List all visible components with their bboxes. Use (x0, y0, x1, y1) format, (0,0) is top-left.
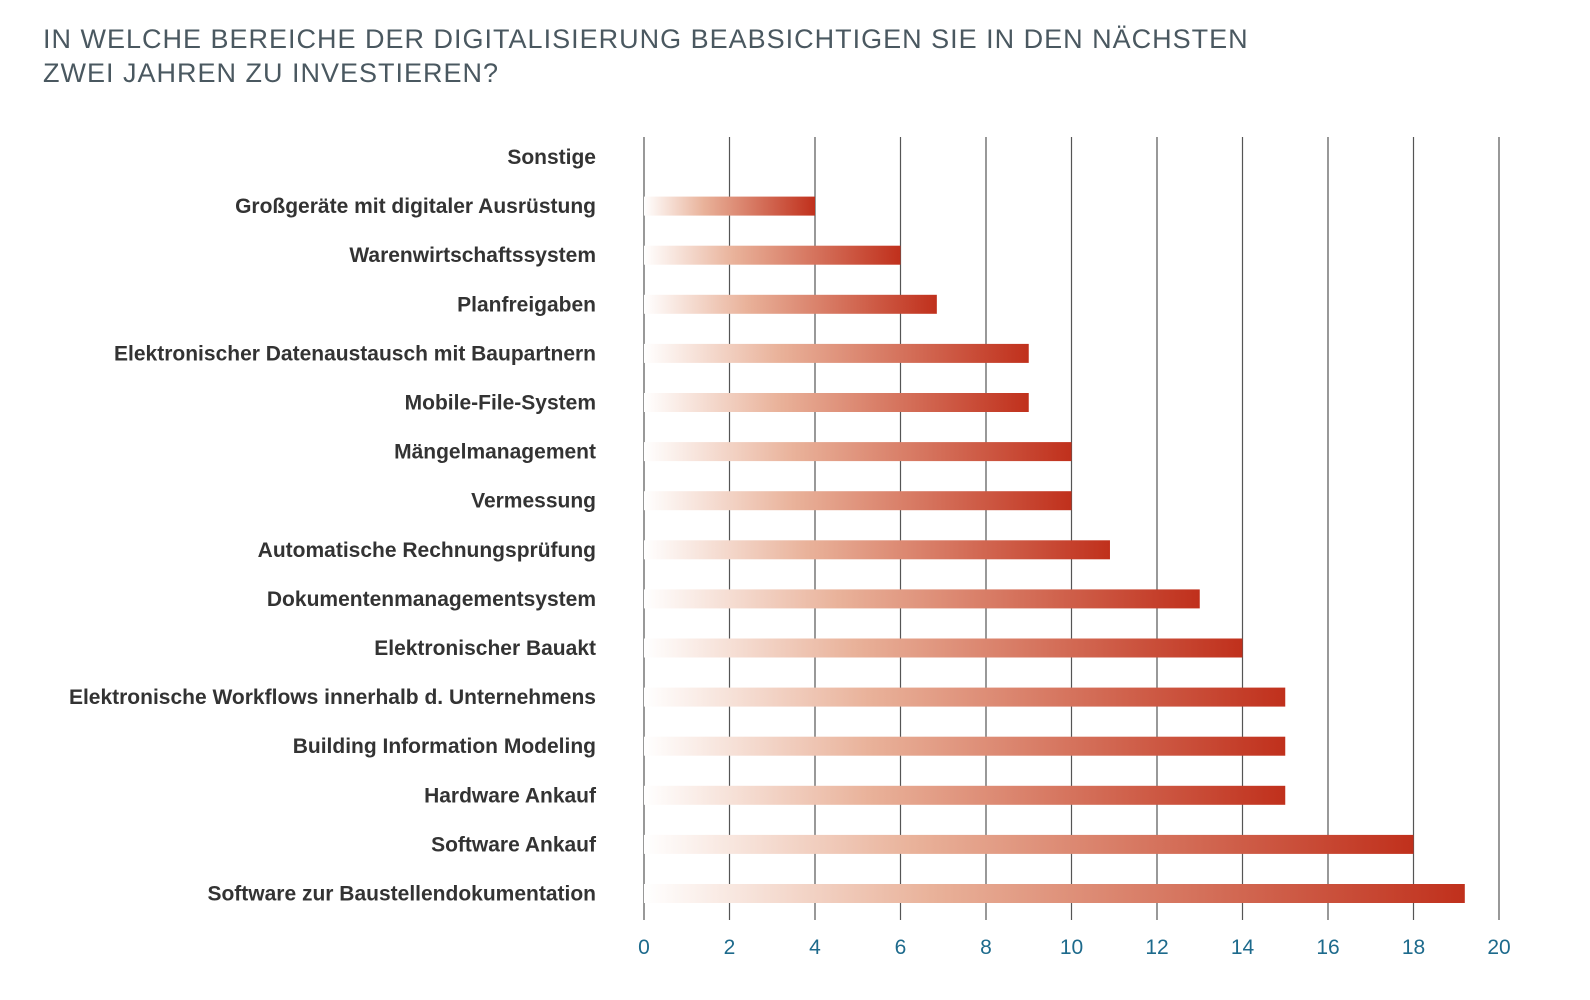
category-label: Mobile-File-System (405, 392, 596, 415)
bar (644, 736, 1286, 756)
bar (644, 540, 1110, 560)
category-label: Elektronischer Datenaustausch mit Baupar… (114, 342, 596, 365)
category-label: Vermessung (471, 490, 596, 513)
bar (644, 491, 1072, 511)
category-label: Elektronischer Bauakt (374, 637, 596, 660)
bar (644, 294, 937, 314)
bar (644, 834, 1414, 854)
bar (644, 343, 1029, 363)
bar (644, 785, 1286, 805)
chart-title-line-2: ZWEI JAHREN ZU INVESTIEREN? (43, 58, 500, 88)
category-label: Building Information Modeling (293, 735, 596, 758)
chart-title: IN WELCHE BEREICHE DER DIGITALISIERUNG B… (43, 22, 1443, 90)
category-label: Software Ankauf (431, 833, 597, 856)
bar (644, 638, 1243, 658)
x-tick-label: 12 (1145, 936, 1168, 959)
bars (644, 196, 1465, 903)
chart-title-line-1: IN WELCHE BEREICHE DER DIGITALISIERUNG B… (43, 24, 1249, 54)
x-tick-label: 2 (724, 936, 736, 959)
category-label: Warenwirtschaftssystem (349, 244, 596, 267)
x-tick-label: 4 (809, 936, 821, 959)
category-labels: Sonstige Großgeräte mit digitaler Ausrüst… (69, 146, 597, 906)
bar (644, 884, 1465, 903)
category-label: Planfreigaben (457, 293, 596, 316)
category-label: Software zur Baustellendokumentation (207, 883, 596, 906)
category-label: Großgeräte mit digitaler Ausrüstung (235, 195, 596, 218)
x-tick-label: 0 (638, 936, 650, 959)
x-tick-label: 16 (1316, 936, 1339, 959)
bar (644, 245, 901, 265)
category-label: Mängelmanagement (394, 441, 596, 464)
x-tick-label: 18 (1402, 936, 1425, 959)
bar (644, 589, 1200, 609)
category-label: Automatische Rechnungsprüfung (258, 539, 596, 562)
category-label: Hardware Ankauf (424, 784, 597, 807)
category-label: Elektronische Workflows innerhalb d. Unt… (69, 686, 596, 709)
bar (644, 687, 1286, 707)
x-tick-label: 8 (980, 936, 992, 959)
x-tick-label: 20 (1487, 936, 1510, 959)
x-tick-label: 6 (895, 936, 907, 959)
x-axis-ticks: 0 2 4 6 8 10 12 14 16 18 20 (638, 936, 1511, 959)
category-label: Sonstige (507, 146, 596, 169)
bar (644, 393, 1029, 412)
bar (644, 196, 815, 216)
category-label: Dokumentenmanagementsystem (267, 588, 596, 611)
x-tick-label: 10 (1060, 936, 1083, 959)
x-tick-label: 14 (1231, 936, 1255, 959)
bar (644, 442, 1072, 462)
